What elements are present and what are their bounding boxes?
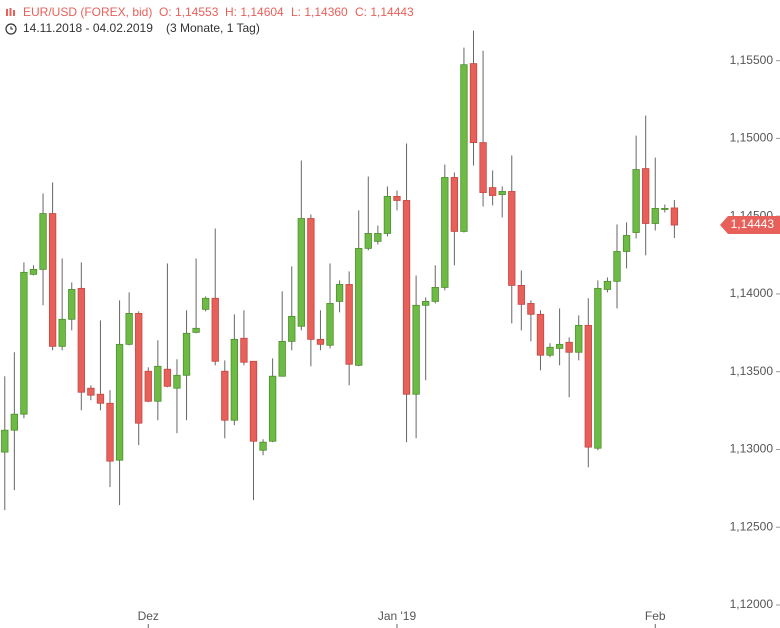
y-tick-label: 1,15000 bbox=[730, 131, 774, 145]
candle-body bbox=[163, 368, 172, 387]
candle-body bbox=[154, 365, 162, 402]
candle-body bbox=[488, 187, 497, 196]
candle-body bbox=[268, 375, 277, 442]
candle-body bbox=[594, 287, 602, 449]
candle-body bbox=[144, 370, 152, 402]
last-price-label: 1,14443 bbox=[731, 217, 775, 231]
y-tick-label: 1,13000 bbox=[730, 442, 774, 456]
candle-body bbox=[240, 337, 248, 363]
candle-body bbox=[508, 191, 516, 286]
candle-body bbox=[536, 313, 545, 356]
candle-body bbox=[661, 208, 669, 210]
candle-body bbox=[402, 200, 411, 395]
candle-body bbox=[632, 169, 640, 233]
period: (3 Monate, 1 Tag) bbox=[166, 21, 260, 35]
candle-body bbox=[297, 218, 305, 327]
candle-body bbox=[58, 318, 66, 347]
date-range: 14.11.2018 - 04.02.2019 bbox=[23, 21, 153, 35]
candle-body bbox=[10, 413, 19, 431]
candle-body bbox=[259, 441, 267, 451]
last-price-tag bbox=[720, 216, 780, 235]
candle-body bbox=[39, 213, 47, 270]
candle-body bbox=[173, 374, 181, 389]
candle-body bbox=[355, 247, 363, 366]
x-tick-label: Feb bbox=[645, 609, 666, 623]
y-tick-label: 1,15500 bbox=[730, 53, 774, 67]
candle-body bbox=[135, 312, 143, 424]
candle-body bbox=[335, 284, 344, 302]
y-tick-label: 1,13500 bbox=[730, 364, 774, 378]
candle-body bbox=[221, 370, 229, 421]
ohlc-low: L: 1,14360 bbox=[291, 5, 348, 19]
candle-body bbox=[374, 233, 382, 242]
candle-body bbox=[230, 338, 239, 421]
candle-body bbox=[125, 312, 133, 345]
candle-body bbox=[182, 332, 191, 376]
candle-body bbox=[603, 280, 612, 290]
candle-body bbox=[613, 251, 621, 282]
candle-body bbox=[48, 213, 57, 347]
candle-body bbox=[316, 338, 325, 345]
candle-body bbox=[326, 303, 334, 346]
x-tick-label: Jan '19 bbox=[378, 609, 417, 623]
candle-body bbox=[192, 327, 200, 333]
y-tick-label: 1,12000 bbox=[730, 597, 774, 611]
candle-body bbox=[441, 177, 449, 288]
ohlc-close: C: 1,14443 bbox=[355, 5, 414, 19]
candle-body bbox=[555, 343, 564, 349]
candle-body bbox=[575, 324, 583, 353]
candle-body bbox=[68, 289, 76, 320]
candle-body bbox=[642, 168, 650, 224]
y-tick-label: 1,12500 bbox=[730, 519, 774, 533]
candle-body bbox=[87, 387, 95, 396]
instrument: EUR/USD (FOREX, bid) bbox=[23, 5, 152, 19]
candle-body bbox=[412, 304, 420, 395]
candle-body bbox=[546, 346, 554, 356]
candle-body bbox=[460, 64, 468, 232]
candle-body bbox=[288, 315, 296, 342]
candle-body bbox=[115, 343, 124, 461]
candle-body bbox=[1, 429, 9, 453]
candle-body bbox=[383, 196, 392, 234]
candle-body bbox=[106, 402, 114, 462]
candle-body bbox=[498, 191, 506, 195]
candle-body bbox=[469, 63, 478, 144]
candle-body bbox=[393, 196, 401, 201]
candle-body bbox=[651, 208, 659, 224]
candle-body bbox=[527, 303, 535, 315]
candle-body bbox=[517, 284, 525, 305]
candle-body bbox=[364, 233, 372, 249]
candle-body bbox=[670, 207, 679, 226]
candle-body bbox=[622, 235, 631, 252]
y-tick-label: 1,14000 bbox=[730, 286, 774, 300]
ohlc-open: O: 1,14553 bbox=[159, 5, 219, 19]
candle-body bbox=[96, 393, 105, 404]
candle-body bbox=[77, 287, 85, 393]
candle-body bbox=[565, 341, 573, 353]
candle-body bbox=[29, 268, 38, 275]
candle-body bbox=[345, 284, 353, 365]
x-tick-label: Dez bbox=[138, 609, 159, 623]
candle-icon bbox=[6, 8, 15, 16]
candle-body bbox=[202, 297, 210, 310]
ohlc-high: H: 1,14604 bbox=[225, 5, 284, 19]
candle-body bbox=[479, 142, 487, 193]
candle-body bbox=[431, 287, 439, 302]
candle-body bbox=[249, 360, 258, 442]
candle-body bbox=[422, 301, 430, 306]
candle-body bbox=[450, 177, 459, 232]
candle-body bbox=[307, 218, 315, 340]
candle-body bbox=[20, 271, 28, 415]
candle-body bbox=[278, 340, 286, 377]
candle-body bbox=[211, 297, 219, 362]
candle-body bbox=[584, 324, 592, 448]
clock-icon bbox=[5, 23, 17, 35]
